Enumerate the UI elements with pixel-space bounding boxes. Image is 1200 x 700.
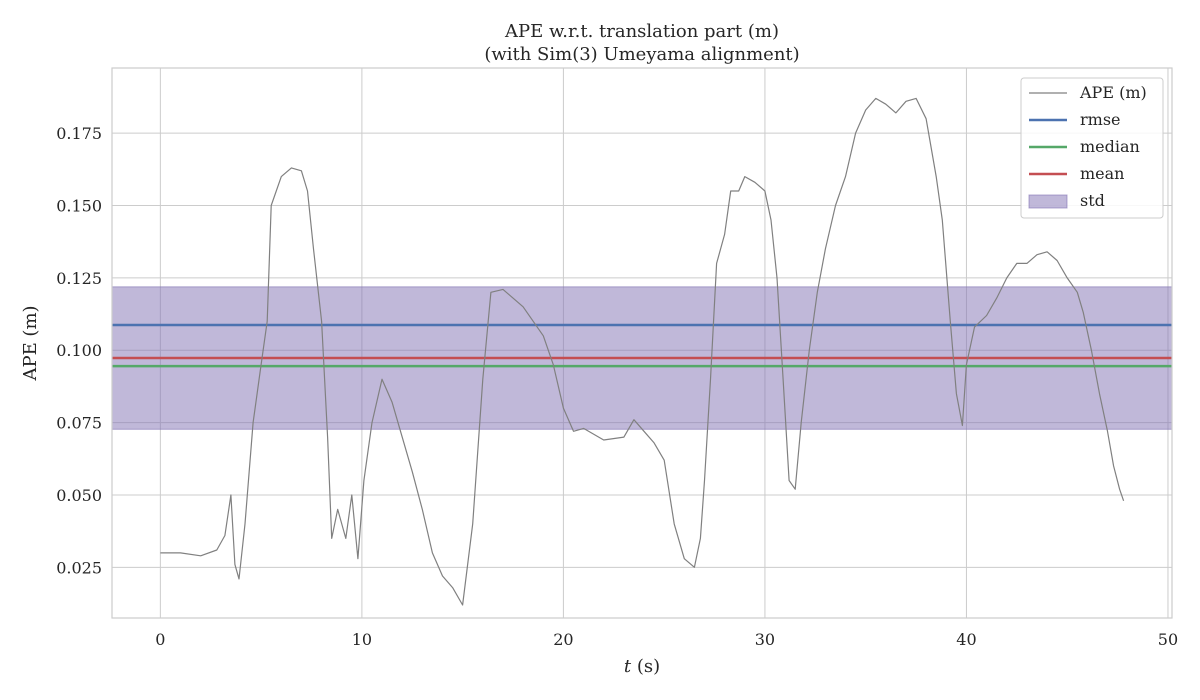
ape-line — [160, 97, 1125, 606]
legend-label-median: median — [1080, 137, 1140, 156]
x-tick-label: 30 — [755, 630, 775, 649]
x-axis-label-unit: (s) — [631, 656, 660, 677]
x-axis-label: t (s) — [624, 656, 660, 677]
legend-swatch-std — [1028, 194, 1068, 209]
y-tick-label: 0.175 — [56, 124, 102, 143]
x-tick-label: 20 — [553, 630, 573, 649]
legend-label-std: std — [1080, 191, 1105, 210]
x-tick-labels: 0 10 20 30 40 50 — [155, 630, 1178, 649]
legend-label-apem: APE (m) — [1079, 83, 1147, 102]
x-axis-label-var: t — [624, 656, 632, 677]
y-tick-label: 0.100 — [56, 341, 102, 360]
y-axis-label: APE (m) — [20, 305, 41, 381]
y-tick-label: 0.025 — [56, 558, 102, 577]
stat-lines-layer — [112, 323, 1172, 368]
y-tick-label: 0.075 — [56, 414, 102, 433]
legend: APE (m) rmse median mean std — [1020, 77, 1164, 219]
y-tick-label: 0.050 — [56, 486, 102, 505]
x-tick-label: 40 — [956, 630, 976, 649]
legend-label-rmse: rmse — [1080, 110, 1121, 129]
ape-series-layer — [160, 97, 1125, 606]
x-tick-label: 0 — [155, 630, 165, 649]
x-tick-label: 10 — [352, 630, 372, 649]
chart-subtitle: (with Sim(3) Umeyama alignment) — [484, 44, 799, 65]
y-tick-labels: 0.025 0.050 0.075 0.100 0.125 0.150 0.175 — [56, 124, 102, 577]
y-tick-label: 0.150 — [56, 197, 102, 216]
x-tick-label: 50 — [1158, 630, 1178, 649]
y-tick-label: 0.125 — [56, 269, 102, 288]
legend-label-mean: mean — [1080, 164, 1124, 183]
chart-title: APE w.r.t. translation part (m) — [504, 21, 779, 42]
plot-frame — [111, 67, 1173, 619]
legend-box — [1020, 77, 1164, 219]
